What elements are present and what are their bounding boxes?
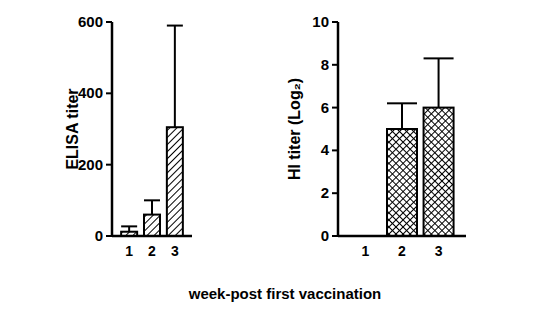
y-tick: [106, 164, 112, 166]
y-axis: [111, 22, 114, 236]
y-tick-label: 200: [78, 156, 103, 173]
x-axis-label: week-post first vaccination: [188, 285, 382, 302]
error-bar: [387, 103, 417, 129]
bar: [167, 127, 183, 236]
error-bar: [121, 226, 137, 231]
x-tick-label: 1: [362, 243, 370, 259]
y-tick-label: 400: [78, 84, 103, 101]
y-tick-label: 0: [95, 227, 103, 244]
y-tick: [332, 192, 338, 194]
y-tick: [332, 107, 338, 109]
y-tick: [106, 21, 112, 23]
y-tick-label: 0: [321, 227, 329, 244]
bar: [144, 215, 160, 236]
x-axis: [338, 235, 466, 238]
y-tick: [332, 21, 338, 23]
y-tick-label: 6: [321, 99, 329, 116]
y-axis-label: ELISA titer: [64, 88, 81, 169]
y-tick-label: 600: [78, 13, 103, 30]
plot: 0 200 400 600 123 ELISA titer: [64, 13, 192, 259]
error-bar: [167, 26, 183, 128]
y-tick: [106, 92, 112, 94]
bars: [350, 58, 453, 236]
y-tick-label: 2: [321, 184, 329, 201]
x-tick-label: 2: [398, 243, 406, 259]
y-axis: [337, 22, 340, 236]
y-tick-label: 4: [321, 141, 330, 158]
x-axis: [112, 235, 192, 238]
error-bar: [144, 200, 160, 214]
y-tick-label: 8: [321, 56, 329, 73]
x-tick-label: 3: [435, 243, 443, 259]
x-tick-label: 3: [171, 243, 179, 259]
error-bar: [424, 58, 454, 107]
bar: [387, 129, 417, 236]
chart: 0200400600123ELISA titer0246810123HI tit…: [0, 0, 546, 311]
y-tick-label: 10: [312, 13, 329, 30]
y-axis-label: HI titer (Log₂): [286, 78, 303, 180]
y-tick: [332, 235, 338, 237]
x-tick-label: 2: [148, 243, 156, 259]
y-tick: [332, 64, 338, 66]
y-tick: [106, 235, 112, 237]
x-tick-label: 1: [125, 243, 133, 259]
bar: [424, 108, 454, 236]
y-tick: [332, 149, 338, 151]
plot: 0246810123HI titer (Log₂): [286, 13, 466, 259]
bars: [121, 26, 183, 236]
